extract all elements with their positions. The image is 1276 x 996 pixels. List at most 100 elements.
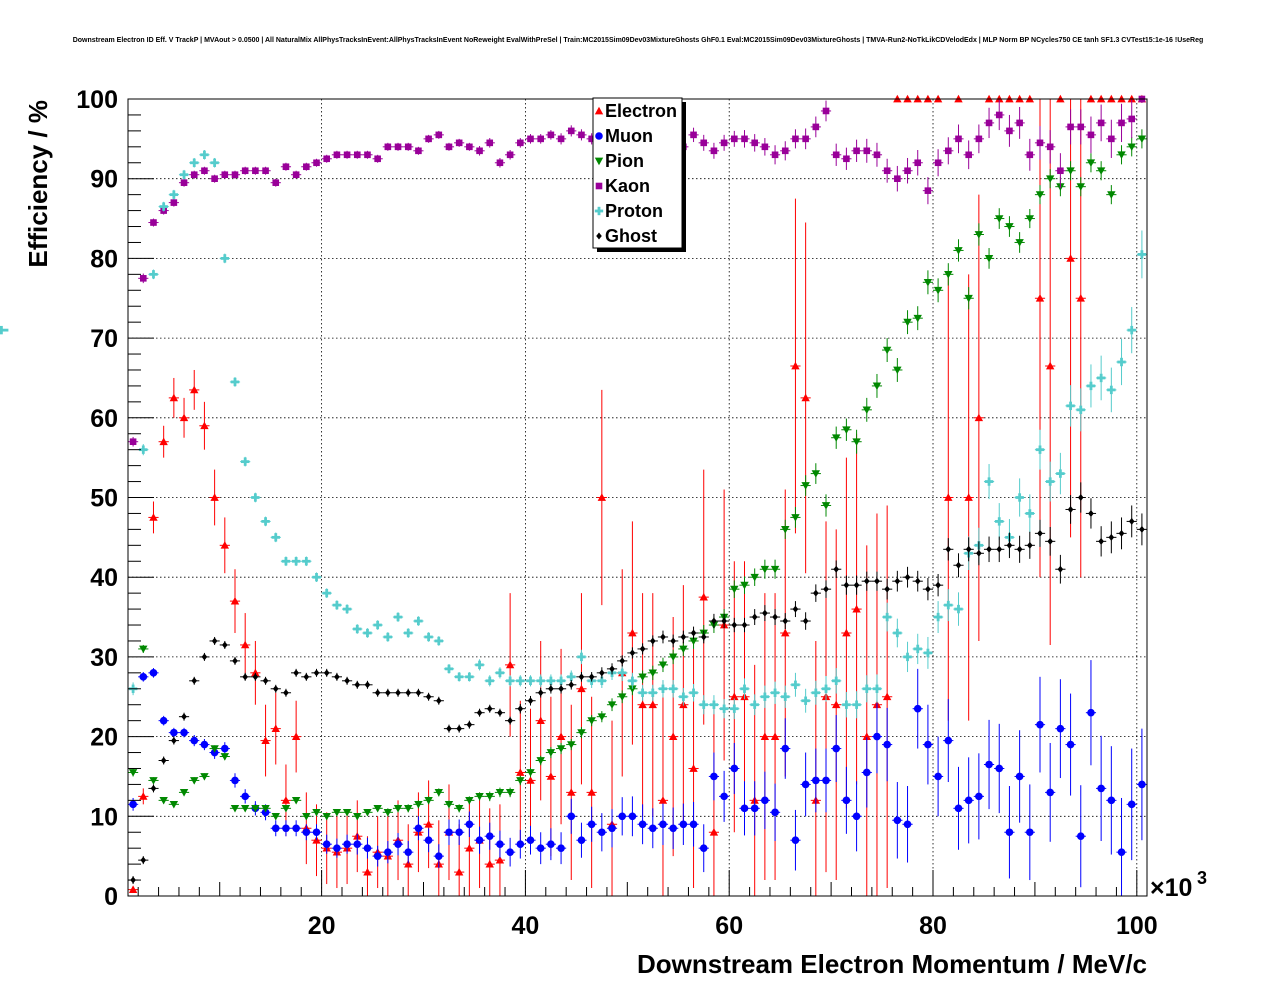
data-point xyxy=(1045,361,1055,370)
data-point xyxy=(292,171,300,179)
data-point xyxy=(1108,533,1115,541)
data-point xyxy=(1118,119,1125,127)
data-point xyxy=(465,843,474,852)
data-point xyxy=(690,131,697,139)
data-point xyxy=(996,545,1003,553)
data-point xyxy=(658,684,668,693)
data-point xyxy=(1015,239,1024,247)
data-point xyxy=(486,139,494,147)
data-point xyxy=(965,151,972,159)
data-point xyxy=(638,673,647,682)
data-point xyxy=(282,163,290,171)
data-point xyxy=(517,705,524,713)
data-point xyxy=(506,848,514,856)
data-point xyxy=(1015,493,1024,502)
x-axis-label: Downstream Electron Momentum / MeV/c xyxy=(637,949,1147,979)
y-axis-label: Efficiency / % xyxy=(23,100,53,268)
data-point-bar xyxy=(437,636,441,646)
data-point xyxy=(925,585,931,593)
data-point xyxy=(964,294,973,303)
data-point-bar xyxy=(661,684,665,693)
data-point xyxy=(903,318,912,327)
data-point xyxy=(904,167,911,175)
data-point xyxy=(1117,357,1126,367)
data-point xyxy=(578,673,585,681)
data-point xyxy=(241,792,249,801)
data-point xyxy=(445,143,453,151)
data-point-bar xyxy=(223,254,227,263)
data-point xyxy=(587,788,596,796)
data-point xyxy=(660,633,666,641)
data-point xyxy=(893,366,902,375)
data-point xyxy=(424,836,433,845)
data-point xyxy=(393,612,403,622)
data-point xyxy=(985,760,993,769)
data-point-bar xyxy=(620,668,624,678)
data-point-bar xyxy=(1038,445,1042,454)
data-point xyxy=(222,641,228,649)
data-point xyxy=(312,808,321,817)
legend: Electron Muon Pion Kaon Proton Ghost xyxy=(592,97,686,252)
data-point-bar xyxy=(814,688,818,697)
x-multiplier-base: ×10 xyxy=(1150,874,1192,902)
data-point xyxy=(770,688,780,697)
data-point xyxy=(128,885,138,893)
data-point xyxy=(883,167,891,175)
data-point xyxy=(210,158,219,167)
data-point xyxy=(210,493,219,501)
data-point xyxy=(283,689,289,697)
data-point xyxy=(933,286,943,295)
data-point xyxy=(303,673,310,681)
data-point xyxy=(364,151,371,159)
data-point xyxy=(424,797,433,805)
data-point xyxy=(821,684,831,693)
data-point xyxy=(332,600,342,610)
data-point xyxy=(465,797,474,805)
data-point xyxy=(171,737,177,745)
data-point-bar xyxy=(152,270,155,279)
y-tick-label: 40 xyxy=(90,564,118,592)
data-point-bar xyxy=(549,676,553,686)
data-point xyxy=(689,820,698,829)
data-point xyxy=(394,143,402,151)
data-point xyxy=(975,792,983,801)
data-point xyxy=(567,672,576,682)
data-point xyxy=(322,588,331,598)
data-point xyxy=(874,577,880,585)
data-point xyxy=(385,689,391,697)
data-point xyxy=(404,143,412,151)
data-point xyxy=(1088,509,1094,517)
data-point xyxy=(904,573,911,581)
data-point-bar xyxy=(1099,373,1103,383)
data-point xyxy=(618,668,627,678)
data-point xyxy=(1035,294,1045,302)
data-point xyxy=(863,577,870,585)
data-point xyxy=(872,684,882,693)
data-point-bar xyxy=(834,676,838,686)
data-point-bar xyxy=(946,600,950,610)
x-multiplier-exponent: 3 xyxy=(1197,868,1207,888)
data-point xyxy=(517,139,524,147)
data-point xyxy=(292,824,300,833)
data-point xyxy=(791,836,800,845)
data-point xyxy=(567,812,576,821)
data-point xyxy=(394,840,402,848)
data-point xyxy=(495,789,505,797)
data-point xyxy=(1076,294,1085,302)
data-point-bar xyxy=(192,158,196,167)
data-point xyxy=(699,700,708,709)
data-point xyxy=(323,155,331,163)
data-point xyxy=(546,749,556,757)
data-point xyxy=(1138,780,1146,789)
data-point xyxy=(220,753,230,761)
data-point xyxy=(425,135,432,143)
data-point xyxy=(485,676,494,686)
data-point xyxy=(221,744,229,753)
x-tick-label: 100 xyxy=(1116,912,1158,940)
data-point xyxy=(595,132,603,140)
data-point xyxy=(281,796,291,804)
data-point xyxy=(1066,167,1075,175)
data-point xyxy=(1087,708,1095,717)
data-point-bar xyxy=(773,688,777,697)
data-point xyxy=(699,592,708,601)
